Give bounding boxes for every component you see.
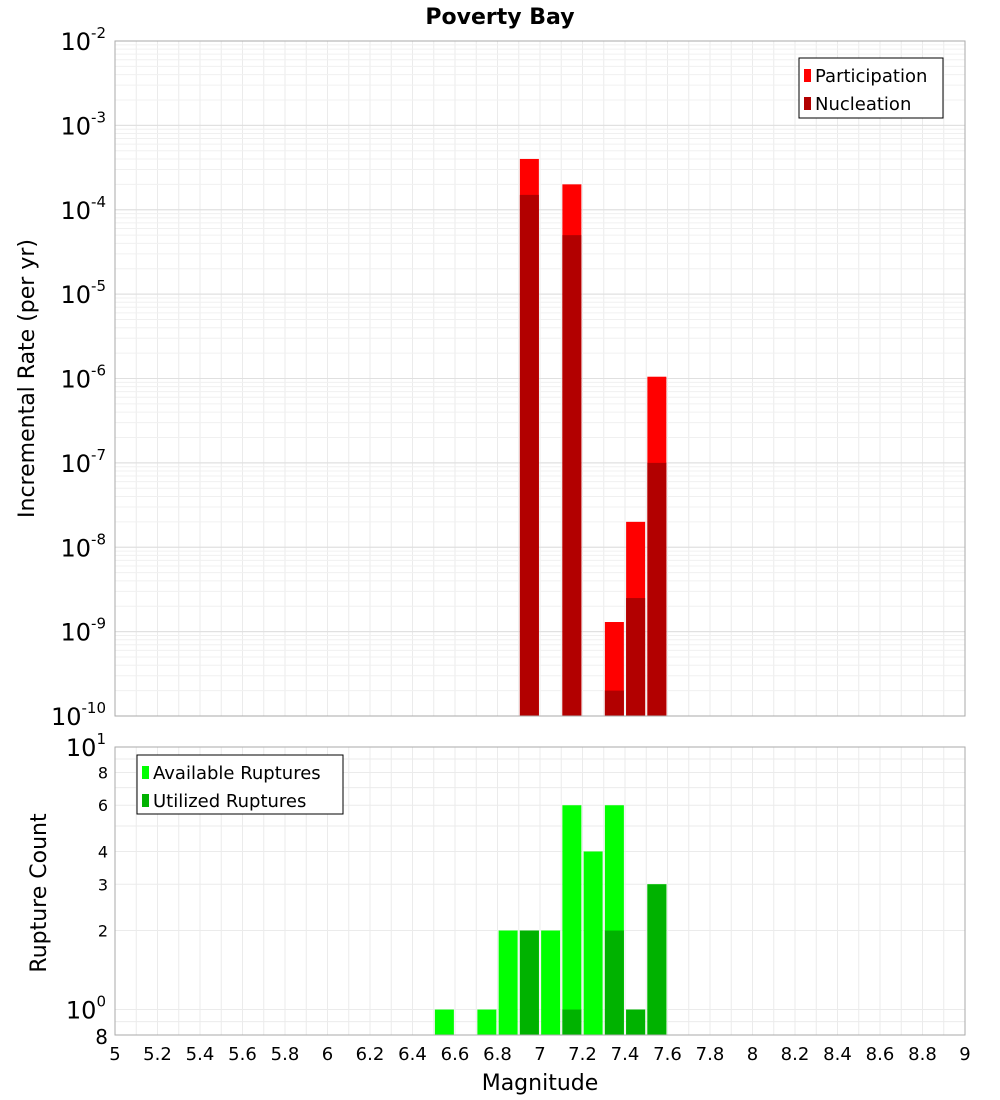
count-y-tick-label-minor: 4 bbox=[98, 842, 108, 861]
magnitude-x-tick-label: 8.8 bbox=[908, 1044, 937, 1065]
magnitude-x-tick-label: 5 bbox=[109, 1044, 120, 1065]
count-bar-utilized-ruptures bbox=[562, 1009, 582, 1035]
count-legend-swatch bbox=[142, 794, 149, 807]
rate-y-tick-label: 10-9 bbox=[60, 615, 106, 647]
magnitude-x-tick-label: 6.6 bbox=[441, 1044, 470, 1065]
magnitude-x-axis-label: Magnitude bbox=[482, 1071, 599, 1096]
count-legend-box bbox=[136, 754, 344, 815]
rate-y-tick-label: 10-5 bbox=[60, 277, 106, 309]
count-bar-utilized-ruptures bbox=[626, 1009, 646, 1035]
rate-bar-nucleation bbox=[562, 235, 582, 716]
count-bar-available-ruptures bbox=[583, 851, 603, 1035]
rate-grid bbox=[114, 40, 966, 717]
rate-legend-label: Nucleation bbox=[815, 94, 911, 115]
count-bar-utilized-ruptures bbox=[604, 930, 624, 1035]
rate-y-tick-label: 10-8 bbox=[60, 530, 106, 562]
rate-legend: Participation Nucleation bbox=[798, 57, 944, 119]
magnitude-x-tick-label: 7 bbox=[534, 1044, 545, 1065]
magnitude-x-tick-label: 9 bbox=[959, 1044, 970, 1065]
count-legend: Available Ruptures Utilized Ruptures bbox=[136, 754, 344, 815]
rate-bar-nucleation bbox=[626, 598, 646, 716]
rate-y-tick-label: 10-3 bbox=[60, 108, 106, 140]
count-y-tick-label-minor: 6 bbox=[98, 796, 108, 815]
magnitude-x-tick-label: 8.2 bbox=[781, 1044, 810, 1065]
magnitude-x-tick-label: 6 bbox=[322, 1044, 333, 1065]
rate-y-ticks: 10-10 10-9 10-8 10-7 10-6 10-5 10-4 10-3 10-2 bbox=[51, 24, 106, 731]
magnitude-x-tick-label: 7.4 bbox=[611, 1044, 640, 1065]
rate-y-tick-label: 10-2 bbox=[60, 24, 106, 56]
count-bar-available-ruptures bbox=[434, 1009, 454, 1035]
count-y-tick-label-minor: 8 bbox=[98, 763, 108, 782]
magnitude-x-ticks: 5 5.2 5.4 5.6 5.8 6 6.2 6.4 6.6 6.8 7 7.2 7.4 7.6 7.8 8… bbox=[109, 1044, 970, 1065]
magnitude-x-tick-label: 5.6 bbox=[228, 1044, 257, 1065]
rate-y-axis-label: Incremental Rate (per yr) bbox=[15, 239, 40, 518]
count-y-tick-label-major: 101 bbox=[66, 730, 106, 762]
count-y-tick-label-minor: 8 bbox=[95, 1025, 108, 1049]
count-bars bbox=[434, 805, 667, 1035]
rate-legend-box bbox=[798, 57, 944, 119]
count-bar-utilized-ruptures bbox=[519, 930, 539, 1035]
rate-plot-frame bbox=[114, 40, 966, 717]
count-legend-label: Available Ruptures bbox=[153, 763, 321, 784]
count-plot-frame bbox=[114, 746, 966, 1036]
count-legend-swatch bbox=[142, 766, 149, 779]
rate-y-tick-label: 10-6 bbox=[60, 362, 106, 394]
count-bar-available-ruptures bbox=[562, 805, 582, 1035]
rate-bar-nucleation bbox=[604, 690, 624, 716]
count-y-axis-label: Rupture Count bbox=[27, 813, 52, 973]
rate-bar-nucleation bbox=[519, 194, 539, 716]
rate-bar-nucleation bbox=[647, 462, 667, 716]
magnitude-x-tick-label: 6.4 bbox=[398, 1044, 427, 1065]
count-bar-available-ruptures bbox=[477, 1009, 497, 1035]
magnitude-x-tick-label: 8.4 bbox=[823, 1044, 852, 1065]
magnitude-x-tick-label: 6.2 bbox=[356, 1044, 385, 1065]
count-bar-utilized-ruptures bbox=[647, 884, 667, 1035]
count-y-tick-label-minor: 3 bbox=[98, 875, 108, 894]
count-legend-label: Utilized Ruptures bbox=[153, 791, 306, 812]
magnitude-x-tick-label: 7.8 bbox=[696, 1044, 725, 1065]
rate-legend-label: Participation bbox=[815, 66, 927, 87]
magnitude-x-tick-label: 5.4 bbox=[186, 1044, 215, 1065]
count-bar-available-ruptures bbox=[541, 930, 561, 1035]
rate-legend-swatch bbox=[804, 97, 811, 110]
magnitude-x-tick-label: 5.8 bbox=[271, 1044, 300, 1065]
rate-panel: 10-10 10-9 10-8 10-7 10-6 10-5 10-4 10-3 10-2 In… bbox=[15, 24, 966, 731]
magnitude-x-tick-label: 7.6 bbox=[653, 1044, 682, 1065]
magnitude-x-tick-label: 8.6 bbox=[866, 1044, 895, 1065]
rate-y-tick-label: 10-4 bbox=[60, 193, 106, 225]
rate-y-tick-label: 10-7 bbox=[60, 446, 106, 478]
rate-legend-swatch bbox=[804, 69, 811, 82]
magnitude-x-tick-label: 7.2 bbox=[568, 1044, 597, 1065]
magnitude-x-tick-label: 5.2 bbox=[143, 1044, 172, 1065]
chart-title: Poverty Bay bbox=[425, 5, 574, 30]
magnitude-x-tick-label: 8 bbox=[747, 1044, 758, 1065]
count-y-tick-label-minor: 2 bbox=[98, 922, 108, 941]
rate-bars bbox=[519, 158, 667, 717]
magnitude-x-tick-label: 6.8 bbox=[483, 1044, 512, 1065]
rate-y-tick-label: 10-10 bbox=[51, 699, 106, 731]
count-bar-available-ruptures bbox=[498, 930, 518, 1035]
count-y-tick-label-major: 100 bbox=[66, 993, 106, 1025]
